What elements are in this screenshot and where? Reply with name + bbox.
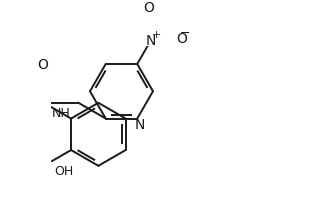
Text: N: N <box>135 118 145 132</box>
Text: NH: NH <box>52 107 71 120</box>
Text: −: − <box>180 27 191 40</box>
Text: O: O <box>176 32 187 46</box>
Text: OH: OH <box>54 165 74 178</box>
Text: O: O <box>37 58 48 72</box>
Text: N: N <box>146 34 156 48</box>
Text: +: + <box>152 30 161 40</box>
Text: O: O <box>144 1 154 15</box>
